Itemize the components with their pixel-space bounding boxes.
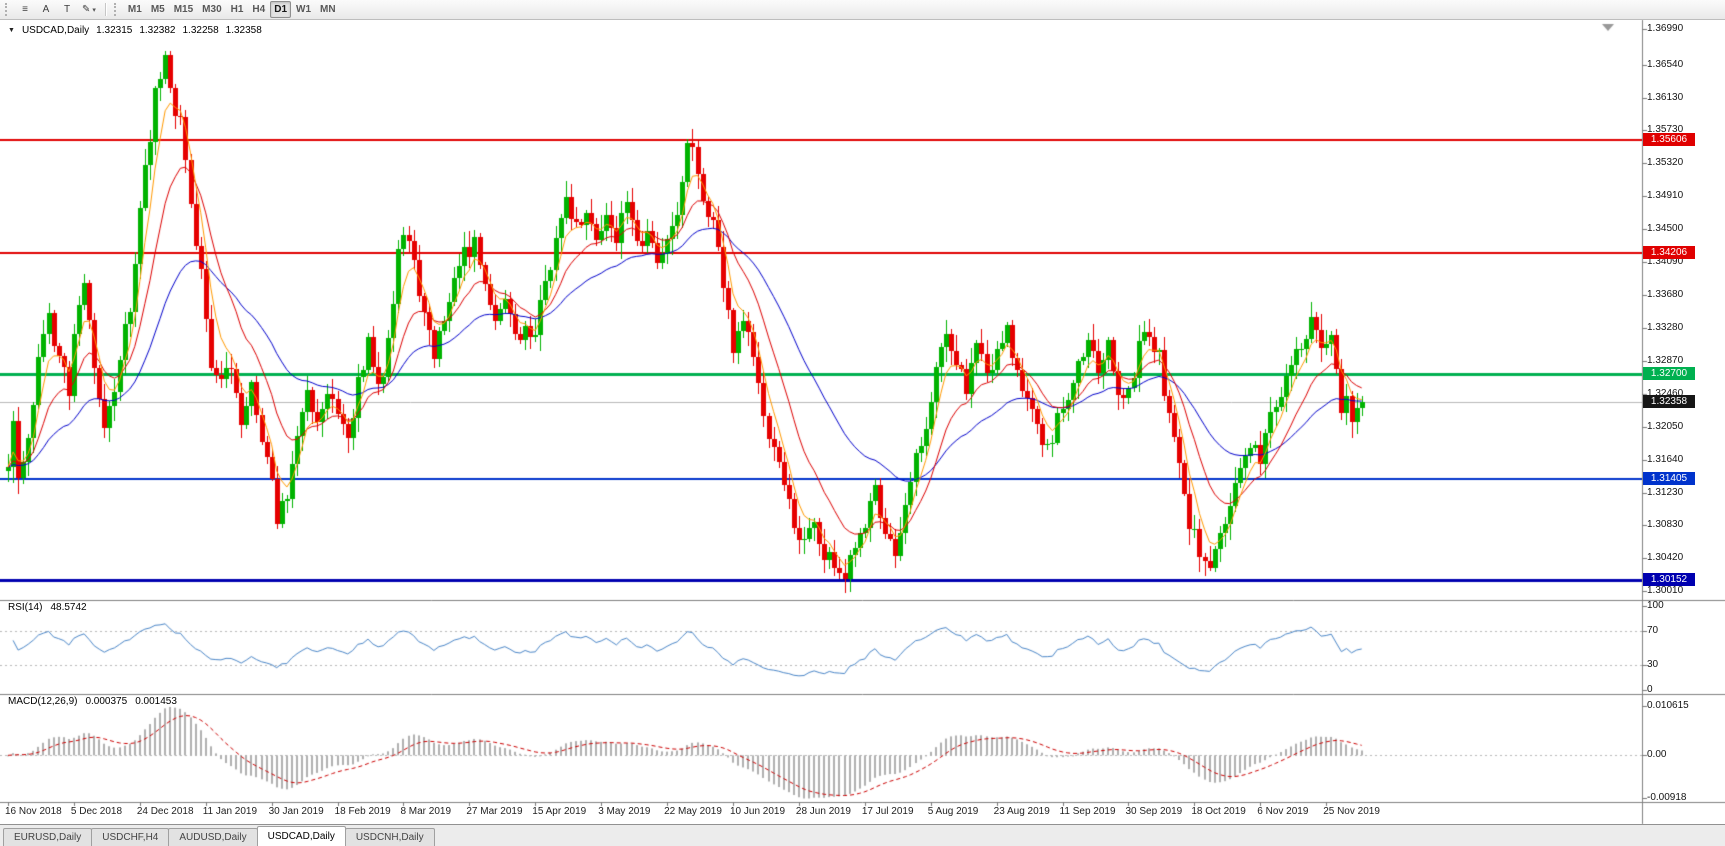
toolbar-separator: [104, 3, 106, 16]
rsi-label: RSI(14) 48.5742: [8, 602, 87, 613]
timeframe-button-m1[interactable]: M1: [127, 4, 142, 15]
letter-a-icon: A: [42, 4, 50, 15]
price-tick-label: 1.34500: [1647, 223, 1684, 235]
price-tick-label: 1.31640: [1647, 453, 1684, 465]
chart-menu-icon[interactable]: ▼: [8, 27, 15, 34]
price-tick-label: 1.34090: [1647, 256, 1684, 268]
level-price-badge: 1.34206: [1643, 246, 1695, 260]
macd-label: MACD(12,26,9) 0.000375 0.001453: [8, 696, 177, 707]
toolbar-grip: [113, 3, 120, 16]
menu-icon: ≡: [22, 4, 28, 15]
chart-tab-usdchf-h4[interactable]: USDCHF,H4: [91, 828, 170, 846]
timeframe-button-m15[interactable]: M15: [173, 4, 194, 15]
letter-t-icon: T: [63, 4, 71, 15]
macd-value: 0.000375: [85, 696, 128, 707]
price-tick-label: 1.32870: [1647, 354, 1684, 366]
macd-scale-label: 0.00: [1647, 749, 1667, 761]
date-tick-label: 18 Oct 2019: [1191, 806, 1246, 817]
date-tick-label: 15 Apr 2019: [532, 806, 587, 817]
draw-tools-button[interactable]: ✎ ▾: [78, 1, 100, 18]
ohlc-low: 1.32258: [182, 25, 219, 36]
date-tick-label: 28 Jun 2019: [795, 806, 851, 817]
macd-scale-label: 0.010615: [1647, 700, 1689, 711]
timeframe-button-h4[interactable]: H4: [252, 4, 266, 15]
timeframe-button-mn[interactable]: MN: [320, 4, 336, 15]
timeframe-button-d1[interactable]: D1: [270, 1, 292, 18]
date-tick-label: 11 Sep 2019: [1059, 806, 1116, 817]
chart-tab-eurusd-daily[interactable]: EURUSD,Daily: [3, 828, 93, 846]
level-price-badge: 1.30152: [1643, 572, 1695, 586]
chart-tab-usdcad-daily[interactable]: USDCAD,Daily: [256, 826, 346, 846]
price-tick-label: 1.35320: [1647, 157, 1684, 169]
date-tick-label: 30 Sep 2019: [1125, 806, 1183, 817]
text-label-button[interactable]: T: [57, 1, 77, 18]
timeframe-button-m30[interactable]: M30: [202, 4, 222, 15]
chart-symbol-period: USDCAD,Daily: [21, 25, 90, 36]
level-price-badge: 1.32700: [1643, 367, 1695, 381]
price-tick-label: 1.36130: [1647, 92, 1684, 104]
price-tick-label: 1.32050: [1647, 420, 1684, 432]
date-tick-label: 22 May 2019: [664, 806, 722, 817]
date-tick-label: 5 Aug 2019: [927, 806, 979, 817]
date-tick-label: 30 Jan 2019: [268, 806, 324, 817]
macd-name: MACD(12,26,9): [8, 696, 78, 707]
timeframe-button-h1[interactable]: H1: [230, 4, 244, 15]
date-tick-label: 24 Dec 2018: [136, 806, 194, 817]
text-annotation-button[interactable]: A: [36, 1, 56, 18]
date-tick-label: 8 Mar 2019: [400, 806, 452, 817]
pencil-icon: ✎: [82, 4, 91, 15]
macd-scale-label: -0.00918: [1647, 792, 1687, 803]
price-tick-label: 1.36990: [1647, 22, 1684, 34]
date-tick-label: 16 Nov 2018: [5, 806, 62, 817]
rsi-scale-label: 30: [1647, 658, 1659, 670]
rsi-scale-label: 100: [1647, 600, 1664, 611]
price-tick-label: 1.31230: [1647, 486, 1684, 498]
date-tick-label: 17 Jul 2019: [861, 806, 914, 817]
chart-tabbar: EURUSD,Daily USDCHF,H4 AUDUSD,Daily USDCAD,…: [0, 824, 1725, 846]
ohlc-high: 1.32382: [139, 25, 176, 36]
date-tick-label: 11 Jan 2019: [202, 806, 258, 817]
price-tick-label: 1.33680: [1647, 289, 1684, 301]
rsi-value: 48.5742: [50, 602, 87, 613]
date-tick-label: 10 Jun 2019: [730, 806, 786, 817]
date-tick-label: 23 Aug 2019: [993, 806, 1050, 817]
toolbar: ≡ A T ✎ ▾ M1 M5 M15 M30 H1 H4 D1 W1 MN: [0, 0, 1725, 20]
level-price-badge: 1.31405: [1643, 471, 1695, 485]
date-tick-label: 6 Nov 2019: [1257, 806, 1309, 817]
current-price-badge: 1.32358: [1643, 395, 1695, 408]
rsi-name: RSI(14): [8, 602, 43, 613]
price-tick-label: 1.30830: [1647, 519, 1684, 531]
chart-tab-usdcnh-daily[interactable]: USDCNH,Daily: [344, 828, 435, 846]
price-tick-label: 1.32460: [1647, 387, 1684, 399]
price-tick-label: 1.35730: [1647, 124, 1684, 136]
price-tick-label: 1.30010: [1647, 585, 1684, 597]
ohlc-close: 1.32358: [225, 25, 262, 36]
rsi-scale-label: 70: [1647, 625, 1659, 637]
rsi-scale-label: 0: [1647, 684, 1653, 695]
date-tick-label: 25 Nov 2019: [1323, 806, 1380, 817]
price-tick-label: 1.34910: [1647, 190, 1684, 202]
chart-title: ▼ USDCAD,Daily 1.32315 1.32382 1.32258 1…: [8, 25, 262, 36]
date-tick-label: 5 Dec 2018: [70, 806, 123, 817]
date-tick-label: 3 May 2019: [598, 806, 651, 817]
date-tick-label: 27 Mar 2019: [466, 806, 523, 817]
price-tick-label: 1.33280: [1647, 321, 1684, 333]
timeframe-button-m5[interactable]: M5: [150, 4, 165, 15]
caret-down-icon: ▾: [92, 6, 96, 14]
chart-tab-audusd-daily[interactable]: AUDUSD,Daily: [168, 828, 258, 846]
timeframe-button-w1[interactable]: W1: [296, 4, 312, 15]
ohlc-open: 1.32315: [96, 25, 133, 36]
toolbar-grip: [5, 3, 11, 16]
menu-button[interactable]: ≡: [15, 1, 35, 18]
price-tick-label: 1.30420: [1647, 552, 1684, 564]
price-tick-label: 1.36540: [1647, 59, 1684, 71]
macd-signal-value: 0.001453: [135, 696, 177, 707]
level-price-badge: 1.35606: [1643, 133, 1695, 147]
date-tick-label: 18 Feb 2019: [334, 806, 391, 817]
